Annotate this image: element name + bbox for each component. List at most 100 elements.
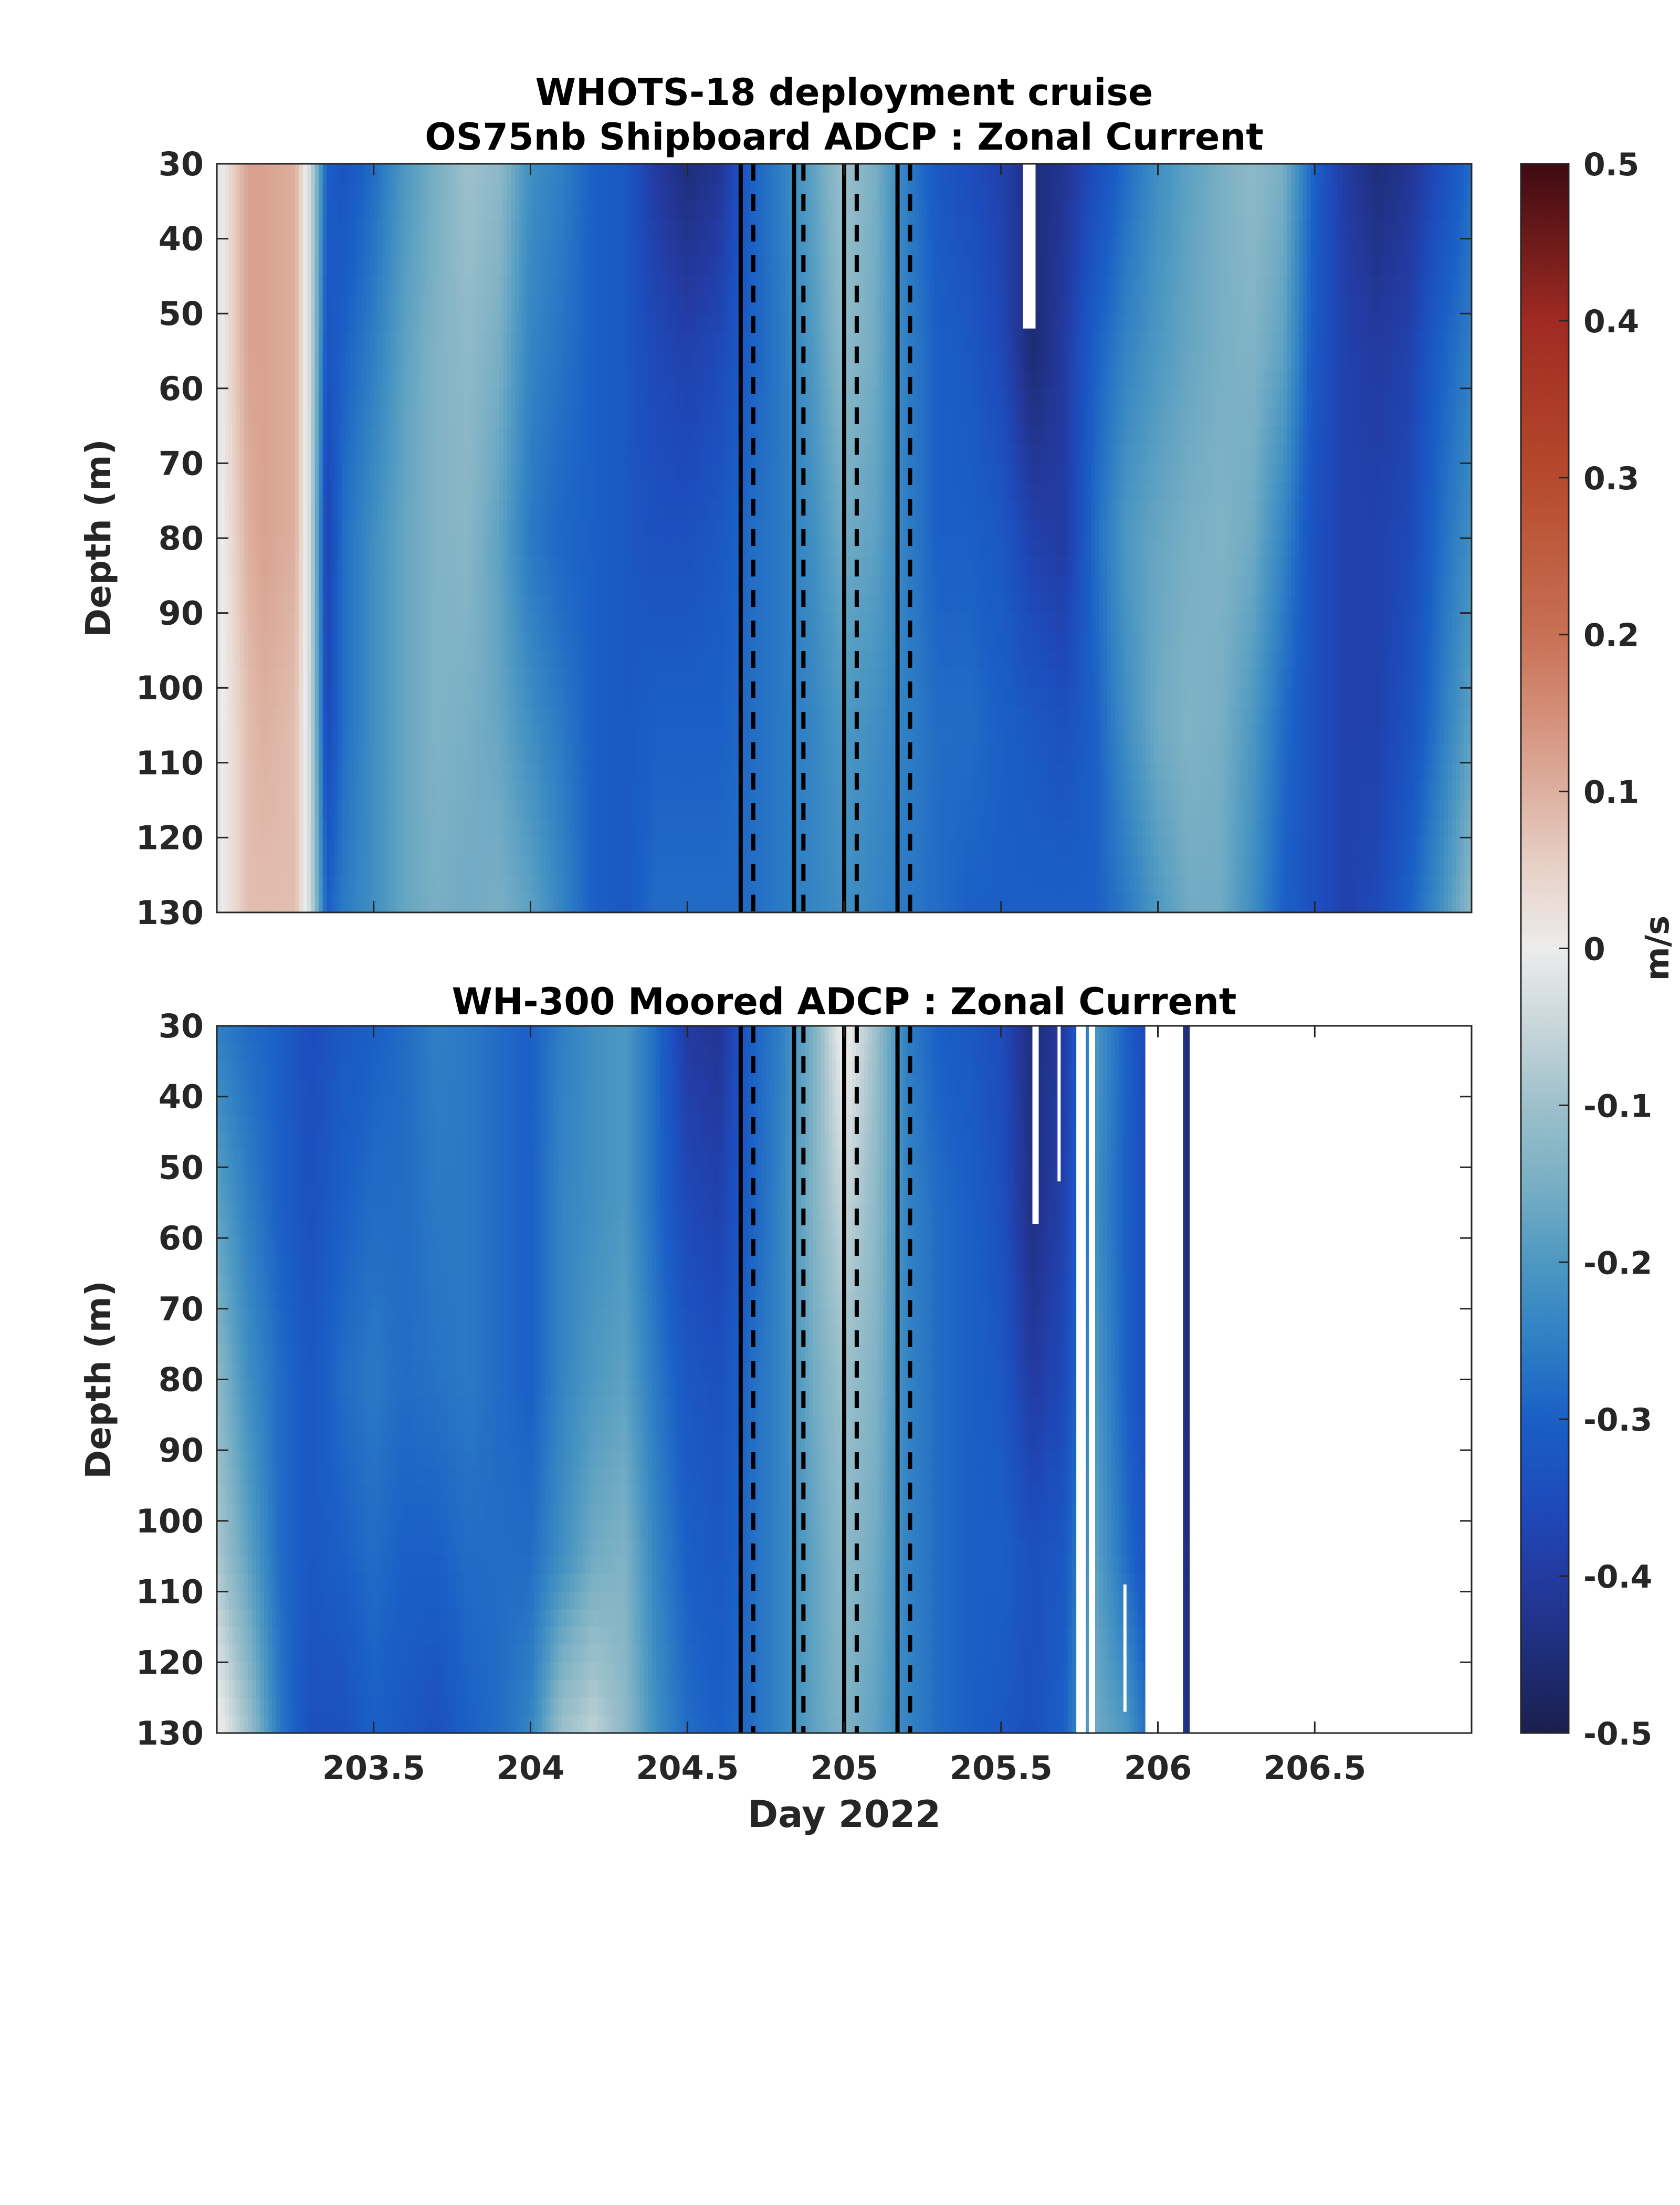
heatmap-cell: [758, 276, 762, 296]
heatmap-cell: [487, 351, 492, 370]
heatmap-cell: [1303, 426, 1308, 445]
heatmap-cell: [311, 370, 316, 389]
heatmap-cell: [1287, 201, 1292, 220]
heatmap-cell: [252, 313, 257, 333]
heatmap-cell: [1232, 219, 1237, 239]
heatmap-cell: [624, 444, 629, 464]
heatmap-cell: [805, 351, 810, 370]
heatmap-cell: [1452, 313, 1456, 333]
heatmap-cell: [1432, 182, 1437, 202]
heatmap-cell: [1464, 238, 1468, 258]
heatmap-cell: [1102, 407, 1108, 426]
heatmap-cell: [322, 219, 327, 239]
heatmap-cell: [726, 238, 731, 258]
heatmap-cell: [1334, 219, 1339, 239]
heatmap-cell: [260, 257, 265, 277]
heatmap-cell: [970, 201, 974, 220]
heatmap-cell: [715, 219, 719, 239]
heatmap-cell: [1464, 407, 1468, 426]
heatmap-cell: [381, 426, 386, 445]
heatmap-cell: [479, 164, 484, 183]
heatmap-cell: [648, 444, 653, 464]
heatmap-cell: [519, 257, 523, 277]
heatmap-cell: [915, 313, 919, 333]
heatmap-cell: [797, 407, 802, 426]
heatmap-cell: [1052, 219, 1057, 239]
heatmap-cell: [859, 257, 865, 277]
heatmap-cell: [989, 257, 994, 277]
heatmap-cell: [742, 201, 747, 220]
heatmap-cell: [1064, 164, 1068, 183]
heatmap-cell: [589, 426, 594, 445]
heatmap-cell: [573, 444, 578, 464]
heatmap-cell: [613, 201, 617, 220]
heatmap-cell: [762, 351, 766, 370]
heatmap-cell: [679, 257, 684, 277]
heatmap-cell: [608, 407, 614, 426]
heatmap-cell: [377, 351, 382, 370]
heatmap-cell: [816, 444, 821, 464]
heatmap-cell: [1213, 426, 1217, 445]
heatmap-cell: [471, 201, 476, 220]
heatmap-cell: [385, 219, 390, 239]
heatmap-cell: [762, 332, 766, 352]
heatmap-cell: [578, 351, 582, 370]
heatmap-cell: [762, 370, 766, 389]
heatmap-cell: [1460, 276, 1464, 296]
heatmap-cell: [248, 444, 253, 464]
heatmap-cell: [867, 182, 873, 202]
heatmap-cell: [581, 388, 586, 408]
heatmap-cell: [558, 407, 563, 426]
heatmap-cell: [240, 182, 245, 202]
heatmap-cell: [1448, 313, 1453, 333]
heatmap-cell: [534, 164, 539, 183]
heatmap-cell: [1409, 426, 1413, 445]
heatmap-cell: [464, 426, 468, 445]
heatmap-cell: [926, 313, 931, 333]
heatmap-cell: [436, 295, 441, 314]
heatmap-cell: [891, 201, 896, 220]
heatmap-cell: [1353, 182, 1359, 202]
heatmap-cell: [910, 219, 916, 239]
heatmap-cell: [279, 201, 284, 220]
heatmap-cell: [1166, 257, 1170, 277]
heatmap-cell: [1044, 257, 1049, 277]
heatmap-cell: [385, 295, 390, 314]
heatmap-cell: [511, 407, 516, 426]
heatmap-cell: [530, 388, 535, 408]
heatmap-cell: [1310, 238, 1316, 258]
heatmap-cell: [848, 276, 853, 296]
heatmap-cell: [511, 332, 516, 352]
heatmap-cell: [1009, 276, 1013, 296]
heatmap-cell: [872, 164, 876, 183]
heatmap-cell: [1052, 351, 1057, 370]
heatmap-cell: [628, 257, 633, 277]
heatmap-cell: [460, 332, 465, 352]
heatmap-cell: [527, 219, 531, 239]
heatmap-cell: [1409, 370, 1413, 389]
heatmap-cell: [848, 164, 853, 183]
heatmap-cell: [393, 182, 398, 202]
heatmap-cell: [405, 388, 410, 408]
heatmap-cell: [699, 276, 704, 296]
heatmap-cell: [867, 313, 873, 333]
heatmap-cell: [1412, 219, 1418, 239]
heatmap-cell: [522, 182, 527, 202]
heatmap-cell: [742, 238, 747, 258]
heatmap-cell: [1228, 182, 1233, 202]
heatmap-cell: [338, 388, 343, 408]
heatmap-cell: [1385, 182, 1390, 202]
heatmap-cell: [997, 219, 1002, 239]
heatmap-cell: [436, 426, 441, 445]
heatmap-cell: [816, 238, 821, 258]
heatmap-cell: [621, 201, 625, 220]
heatmap-cell: [291, 407, 296, 426]
heatmap-cell: [1110, 201, 1116, 220]
heatmap-cell: [1295, 313, 1300, 333]
heatmap-cell: [867, 407, 873, 426]
heatmap-cell: [1326, 219, 1331, 239]
heatmap-cell: [1193, 426, 1198, 445]
heatmap-cell: [836, 407, 841, 426]
heatmap-cell: [217, 238, 222, 258]
heatmap-cell: [671, 257, 676, 277]
